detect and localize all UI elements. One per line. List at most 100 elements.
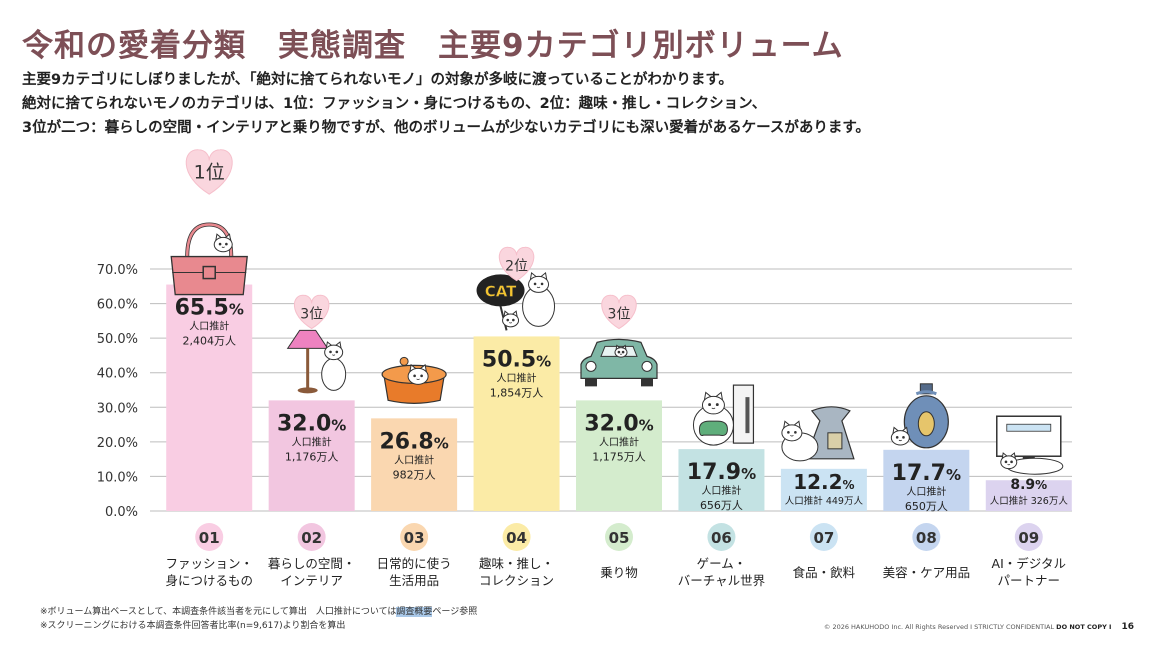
population-value: 982万人 xyxy=(393,468,436,481)
value-label: 50.5% xyxy=(482,347,551,372)
cat-mouth xyxy=(1007,463,1011,466)
category-label: 生活用品 xyxy=(389,573,439,588)
value-label: 32.0% xyxy=(277,411,346,436)
population-value: 1,175万人 xyxy=(592,450,646,463)
category-number: 07 xyxy=(813,529,834,547)
cat-mouth xyxy=(790,435,794,437)
y-tick-label: 20.0% xyxy=(97,436,138,451)
category-number: 09 xyxy=(1018,529,1039,547)
category-label: インテリア xyxy=(280,573,343,588)
food-label xyxy=(827,432,843,450)
category-label: 暮らしの空間・ xyxy=(268,556,356,571)
population-value: 656万人 xyxy=(700,499,743,512)
y-tick-label: 70.0% xyxy=(97,263,138,278)
monitor-screen xyxy=(996,415,1062,457)
rank-label: 3位 xyxy=(300,306,323,322)
category-number-circle xyxy=(400,523,429,551)
pot-knob xyxy=(399,356,409,366)
page-number: 16 xyxy=(1121,622,1134,632)
category-number-circle xyxy=(297,523,326,551)
value-label: 8.9% xyxy=(1010,477,1047,493)
car-wheel xyxy=(641,378,653,387)
footnote-1: ※ボリューム算出ベースとして、本調査条件該当者を元にして算出 人口推計については… xyxy=(40,607,478,617)
population-value: 1,854万人 xyxy=(490,386,544,399)
bar-08 xyxy=(883,449,970,511)
cat-mouth xyxy=(509,322,513,324)
y-tick-label: 10.0% xyxy=(97,470,138,485)
cat-eye xyxy=(413,374,416,378)
value-label: 17.7% xyxy=(892,461,961,486)
car-headlight xyxy=(585,360,597,372)
category-number-circle xyxy=(809,523,838,551)
category-number-circle xyxy=(707,523,736,551)
rank-heart xyxy=(601,294,637,330)
population-caption: 人口推計 xyxy=(599,435,639,448)
copyright: © 2026 HAKUHODO Inc. All Rights Reserved… xyxy=(823,622,1134,632)
cat-head xyxy=(701,395,725,415)
category-label: コレクション xyxy=(479,573,554,588)
footnote-2: ※スクリーニングにおける本調査条件回答者比率(n=9,617)より割合を算出 xyxy=(40,621,346,631)
category-number-circle xyxy=(912,523,941,551)
bar-05 xyxy=(576,400,662,511)
cat-eye xyxy=(540,282,544,286)
category-label: パートナー xyxy=(998,573,1061,588)
fan-sign xyxy=(476,274,525,307)
cat-mouth xyxy=(416,378,420,380)
population-caption: 人口推計 xyxy=(189,320,229,333)
rank-label: 1位 xyxy=(194,162,225,184)
cat-mouth xyxy=(711,407,716,410)
category-label: ファッション・ xyxy=(165,556,253,571)
cat-head xyxy=(1000,455,1018,470)
cat-head xyxy=(781,424,803,442)
footnotes: ※ボリューム算出ベースとして、本調査条件該当者を元にして算出 人口推計については… xyxy=(40,605,477,633)
cat-eye xyxy=(506,318,510,322)
population-value: 2,404万人 xyxy=(182,335,236,348)
category-number-circle xyxy=(195,523,224,551)
value-label: 12.2% xyxy=(793,470,854,494)
cat-head xyxy=(528,275,550,293)
cat-fan-icon: CAT xyxy=(476,271,556,331)
page-title: 令和の愛着分類 実態調査 主要9カテゴリ別ボリューム xyxy=(22,28,844,64)
category-number: 05 xyxy=(609,529,630,547)
cat-eye xyxy=(335,350,339,354)
y-tick-label: 50.0% xyxy=(97,332,138,347)
description: 主要9カテゴリにしぼりましたが、「絶対に捨てられないモノ」の対象が多岐に渡ってい… xyxy=(22,68,870,140)
cat-head xyxy=(407,367,429,385)
population-value: 650万人 xyxy=(905,500,948,513)
survey-overview-link[interactable]: 調査概要 xyxy=(396,607,433,617)
cat-eye xyxy=(533,282,537,286)
perfume-label xyxy=(917,411,935,437)
rank-label: 3位 xyxy=(608,306,631,322)
cat-mouth xyxy=(221,246,225,248)
population-caption: 人口推計 xyxy=(292,435,332,448)
rank-heart xyxy=(498,246,535,282)
lamp-icon xyxy=(286,329,347,394)
cat-mouth xyxy=(898,439,902,442)
fan-text: CAT xyxy=(485,282,517,300)
controller xyxy=(698,420,728,436)
cat-head xyxy=(324,344,344,361)
category-number-circle xyxy=(605,523,633,551)
game-console-icon xyxy=(692,384,755,446)
category-label: バーチャル世界 xyxy=(678,573,766,588)
rank-heart xyxy=(185,149,233,195)
category-number: 02 xyxy=(301,529,322,547)
cat-eye xyxy=(225,242,228,246)
cat-eye xyxy=(895,436,899,439)
handbag-icon xyxy=(170,222,248,296)
bar-02 xyxy=(268,400,355,511)
category-label: 日常的に使う xyxy=(377,556,452,571)
y-tick-label: 60.0% xyxy=(97,298,138,313)
category-label: ゲーム・ xyxy=(697,556,747,571)
perfume-ribbon xyxy=(915,390,937,396)
bar-03 xyxy=(371,418,458,511)
lamp-base xyxy=(297,387,318,394)
value-label: 32.0% xyxy=(584,411,653,436)
cat-mouth xyxy=(332,354,336,356)
bag-clasp xyxy=(202,265,216,280)
category-label: 乗り物 xyxy=(600,565,638,580)
rank-label: 2位 xyxy=(505,258,528,274)
cat-eye xyxy=(329,350,332,354)
perfume-icon xyxy=(890,383,949,449)
